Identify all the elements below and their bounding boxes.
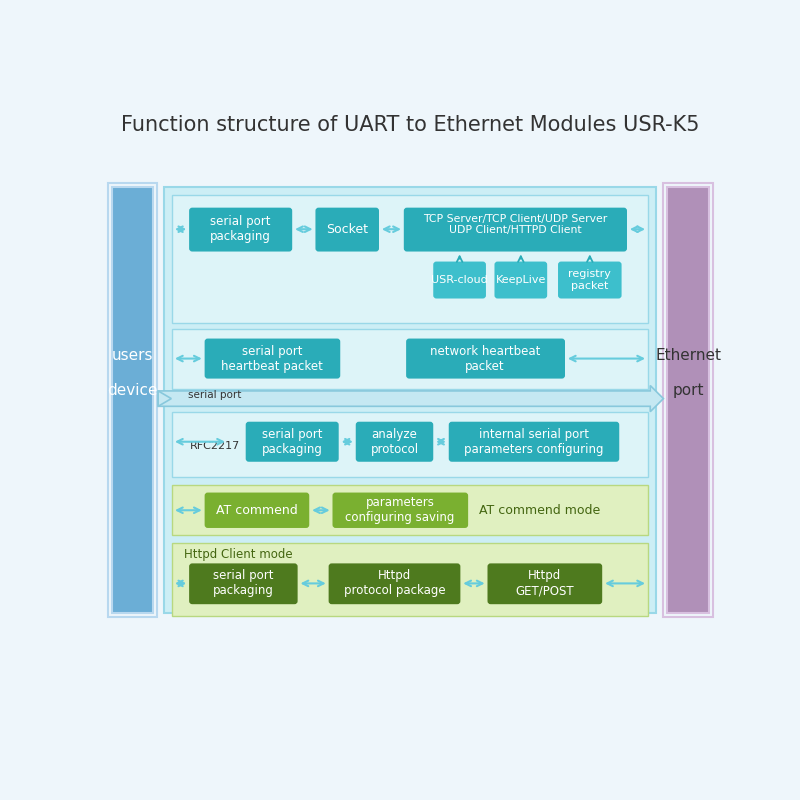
Bar [172, 412, 648, 477]
Text: Socket: Socket [326, 222, 368, 236]
Text: TCP Server/TCP Client/UDP Server
UDP Client/HTTPD Client: TCP Server/TCP Client/UDP Server UDP Cli… [423, 214, 607, 235]
Text: AT commend mode: AT commend mode [478, 504, 600, 517]
Text: serial port
packaging: serial port packaging [262, 428, 322, 456]
Bar [172, 542, 648, 616]
Bar [172, 485, 648, 535]
Bar [172, 194, 648, 323]
FancyBboxPatch shape [404, 208, 627, 251]
FancyBboxPatch shape [558, 262, 622, 298]
Text: KeepLive: KeepLive [496, 275, 546, 285]
Text: AT commend: AT commend [216, 504, 298, 517]
FancyBboxPatch shape [189, 208, 292, 251]
Text: RFC2217: RFC2217 [190, 442, 240, 451]
Text: users

device: users device [107, 348, 158, 398]
Text: Httpd
GET/POST: Httpd GET/POST [515, 570, 574, 598]
Bar [663, 183, 713, 617]
Text: registry
packet: registry packet [568, 270, 611, 291]
FancyBboxPatch shape [205, 338, 340, 378]
Text: Httpd
protocol package: Httpd protocol package [344, 570, 446, 598]
Text: network heartbeat
packet: network heartbeat packet [430, 345, 540, 373]
Text: serial port: serial port [188, 390, 242, 400]
Text: Httpd Client mode: Httpd Client mode [184, 549, 292, 562]
Text: serial port
heartbeat packet: serial port heartbeat packet [221, 345, 323, 373]
FancyBboxPatch shape [315, 208, 379, 251]
Bar [163, 187, 657, 613]
Text: internal serial port
parameters configuring: internal serial port parameters configur… [464, 428, 604, 456]
FancyBboxPatch shape [329, 563, 460, 604]
FancyBboxPatch shape [434, 262, 486, 298]
Text: Ethernet

port: Ethernet port [655, 348, 722, 398]
Bar [667, 187, 709, 613]
Bar [108, 183, 158, 617]
FancyBboxPatch shape [333, 493, 468, 528]
Polygon shape [158, 391, 171, 406]
FancyBboxPatch shape [487, 563, 602, 604]
Bar [172, 330, 648, 389]
FancyBboxPatch shape [189, 563, 298, 604]
Text: serial port
packaging: serial port packaging [213, 570, 274, 598]
FancyBboxPatch shape [406, 338, 565, 378]
Text: serial port
packaging: serial port packaging [210, 215, 270, 243]
FancyBboxPatch shape [246, 422, 338, 462]
Text: USR-cloud: USR-cloud [431, 275, 488, 285]
FancyBboxPatch shape [205, 493, 310, 528]
Text: parameters
configuring saving: parameters configuring saving [346, 496, 454, 524]
Text: Function structure of UART to Ethernet Modules USR-K5: Function structure of UART to Ethernet M… [121, 115, 699, 135]
FancyBboxPatch shape [494, 262, 547, 298]
Bar [112, 187, 154, 613]
FancyBboxPatch shape [356, 422, 434, 462]
Polygon shape [158, 386, 663, 412]
FancyBboxPatch shape [449, 422, 619, 462]
Text: analyze
protocol: analyze protocol [370, 428, 418, 456]
